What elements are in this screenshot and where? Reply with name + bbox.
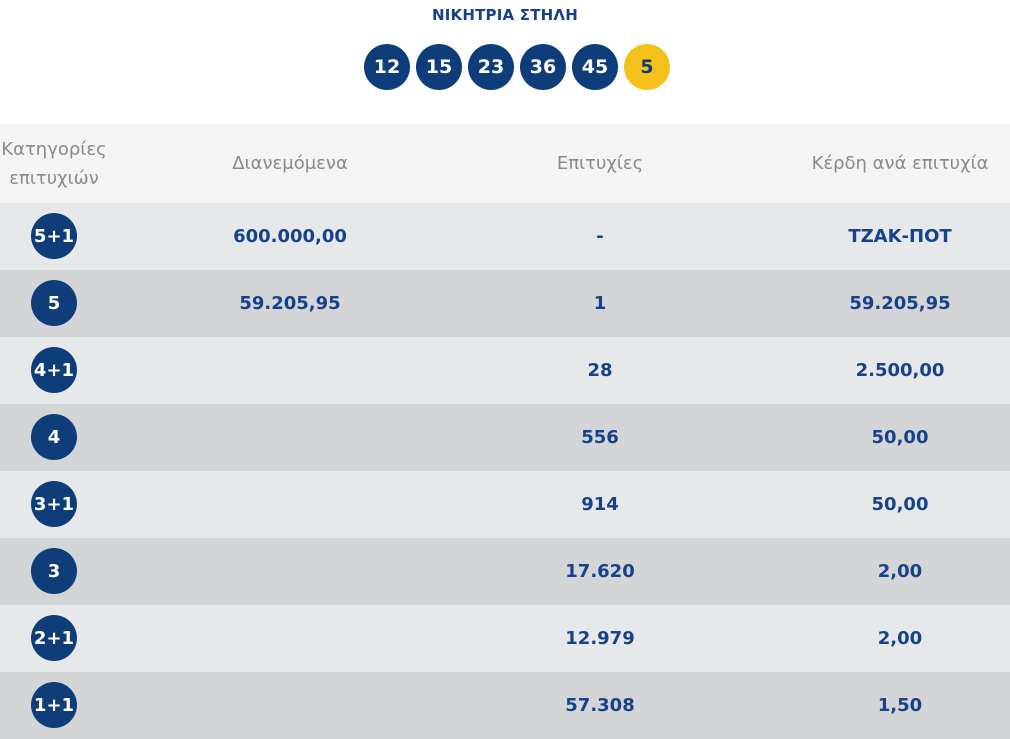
category-badge: 1+1 [31, 682, 77, 728]
prize-per-winner: 1,50 [877, 695, 923, 716]
distributed-amount [190, 605, 390, 672]
prize-per-winner: 2,00 [877, 628, 923, 649]
number-ball: 12 [364, 44, 410, 90]
prize-per-winner: 2,00 [877, 561, 923, 582]
table-row: 3 17.620 2,00 [0, 538, 1010, 605]
header-distributed: Διανεμόμενα [232, 153, 348, 174]
winners-count: 556 [581, 427, 619, 448]
winning-column-title: ΝΙΚΗΤΡΙΑ ΣΤΗΛΗ [432, 6, 578, 24]
header-winners: Επιτυχίες [556, 153, 644, 174]
distributed-amount [190, 337, 390, 404]
number-ball: 15 [416, 44, 462, 90]
category-badge: 3 [31, 548, 77, 594]
category-badge: 4+1 [31, 347, 77, 393]
winning-numbers: 12 15 23 36 45 5 [364, 44, 670, 90]
table-row: 3+1 914 50,00 [0, 471, 1010, 538]
distributed-amount: 59.205,95 [239, 293, 341, 314]
winners-count: 914 [581, 494, 619, 515]
winners-count: 12.979 [565, 628, 635, 649]
winners-count: 1 [593, 293, 607, 314]
winners-count: 17.620 [565, 561, 635, 582]
prize-per-winner: ΤΖΑΚ-ΠΟΤ [848, 226, 952, 247]
distributed-amount [190, 471, 390, 538]
number-ball: 36 [520, 44, 566, 90]
distributed-amount [190, 672, 390, 739]
distributed-amount: 600.000,00 [233, 226, 347, 247]
table-row: 5+1 600.000,00 - ΤΖΑΚ-ΠΟΤ [0, 203, 1010, 270]
category-badge: 2+1 [31, 615, 77, 661]
prize-per-winner: 59.205,95 [849, 293, 951, 314]
table-header: Κατηγορίες επιτυχιών Διανεμόμενα Επιτυχί… [0, 124, 1010, 203]
header-category: Κατηγορίες επιτυχιών [1, 139, 107, 189]
winners-count: 28 [587, 360, 613, 381]
winners-count: - [596, 226, 604, 247]
distributed-amount [190, 538, 390, 605]
prize-per-winner: 50,00 [871, 494, 929, 515]
header-prize: Κέρδη ανά επιτυχία [811, 153, 989, 174]
category-badge: 4 [31, 414, 77, 460]
number-ball: 23 [468, 44, 514, 90]
category-badge: 5+1 [31, 213, 77, 259]
category-badge: 3+1 [31, 481, 77, 527]
prize-per-winner: 50,00 [871, 427, 929, 448]
table-row: 4 556 50,00 [0, 404, 1010, 471]
prize-per-winner: 2.500,00 [855, 360, 945, 381]
distributed-amount [190, 404, 390, 471]
table-row: 2+1 12.979 2,00 [0, 605, 1010, 672]
bonus-ball: 5 [624, 44, 670, 90]
table-row: 5 59.205,95 1 59.205,95 [0, 270, 1010, 337]
prize-table: Κατηγορίες επιτυχιών Διανεμόμενα Επιτυχί… [0, 124, 1010, 739]
number-ball: 45 [572, 44, 618, 90]
winners-count: 57.308 [565, 695, 635, 716]
table-row: 4+1 28 2.500,00 [0, 337, 1010, 404]
category-badge: 5 [31, 280, 77, 326]
table-row: 1+1 57.308 1,50 [0, 672, 1010, 739]
